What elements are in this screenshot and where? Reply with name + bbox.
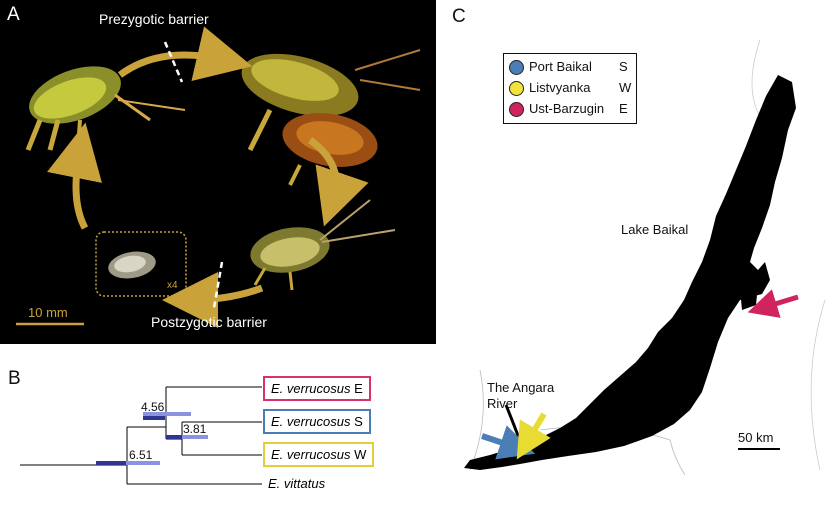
prezygotic-barrier-line: [163, 41, 184, 83]
taxon-code: E: [354, 381, 363, 396]
arrow-port-baikal: [481, 425, 536, 460]
node-age-6-51: 6.51: [129, 448, 153, 462]
lake-silhouette: [464, 75, 796, 470]
arrow-top: [117, 26, 253, 81]
taxon-verrucosus-s: E. verrucosus S: [263, 409, 371, 434]
arrow-listvyanka: [516, 412, 551, 460]
panel-c-letter: C: [452, 6, 466, 27]
postzygotic-barrier-label: Postzygotic barrier: [151, 314, 267, 330]
taxon-verrucosus-w: E. verrucosus W: [263, 442, 375, 467]
panel-a-letter: A: [7, 4, 20, 25]
legend-swatch: [509, 60, 524, 75]
angara-river: [504, 404, 524, 447]
legend-name: Listvyanka: [529, 80, 591, 95]
panel-b-phylogeny: B 4.56 3.81 6.51 E. verrucosus E E. verr…: [0, 360, 440, 513]
legend-swatch: [509, 102, 524, 117]
legend-code: W: [619, 80, 632, 95]
taxon-genus: E. verrucosus: [271, 447, 351, 462]
arrow-right: [307, 137, 369, 227]
panel-a-photo-composite: A Prezygotic barrier Postzygotic barrier…: [0, 0, 436, 344]
arrow-bottom: [162, 271, 264, 328]
panel-a-illustration: [16, 26, 421, 328]
postzygotic-barrier-line: [212, 261, 224, 309]
phylogenetic-tree: [20, 386, 262, 485]
taxon-code: S: [354, 414, 363, 429]
amphipod-pair-top-right: [241, 49, 421, 186]
taxon-verrucosus-e: E. verrucosus E: [263, 376, 371, 401]
arrow-left: [47, 122, 102, 230]
lake-baikal-label: Lake Baikal: [621, 222, 689, 237]
node-age-4-56: 4.56: [141, 400, 165, 414]
legend-name: Ust-Barzugin: [529, 101, 605, 116]
taxon-genus: E. verrucosus: [271, 381, 351, 396]
lake-baikal-map: [464, 39, 826, 476]
angara-river-label-line1: The Angara: [487, 380, 555, 395]
angara-river-label-line2: River: [487, 396, 518, 411]
legend-code: E: [619, 101, 628, 116]
amphipod-bottom-right: [250, 199, 396, 291]
taxon-genus: E. verrucosus: [271, 414, 351, 429]
juvenile-inset-frame: [95, 231, 187, 297]
hpd-bar-3-81-light: [166, 435, 208, 439]
node-age-3-81: 3.81: [183, 422, 207, 436]
scale-bar-label: 10 mm: [28, 305, 68, 320]
hpd-bar-6-51-light: [96, 461, 160, 465]
map-legend: Port Baikal S Listvyanka W Ust-Barzugin …: [503, 53, 637, 124]
arrow-ust-barzugin: [747, 289, 799, 318]
hpd-bar-4-56-light: [143, 412, 191, 416]
taxon-code: W: [354, 447, 367, 462]
amphipod-top-left: [25, 66, 186, 151]
legend-name: Port Baikal: [529, 59, 592, 74]
legend-swatch: [509, 81, 524, 96]
panel-b-letter: B: [8, 368, 21, 389]
taxon-vittatus: E. vittatus: [268, 476, 326, 491]
magnification-label: x4: [167, 280, 178, 291]
prezygotic-barrier-label: Prezygotic barrier: [99, 11, 209, 27]
legend-code: S: [619, 59, 628, 74]
panel-c-map: C Port Baikal S Listvyanka W Ust-Barzugi…: [440, 0, 826, 513]
map-scale-label: 50 km: [738, 430, 774, 445]
